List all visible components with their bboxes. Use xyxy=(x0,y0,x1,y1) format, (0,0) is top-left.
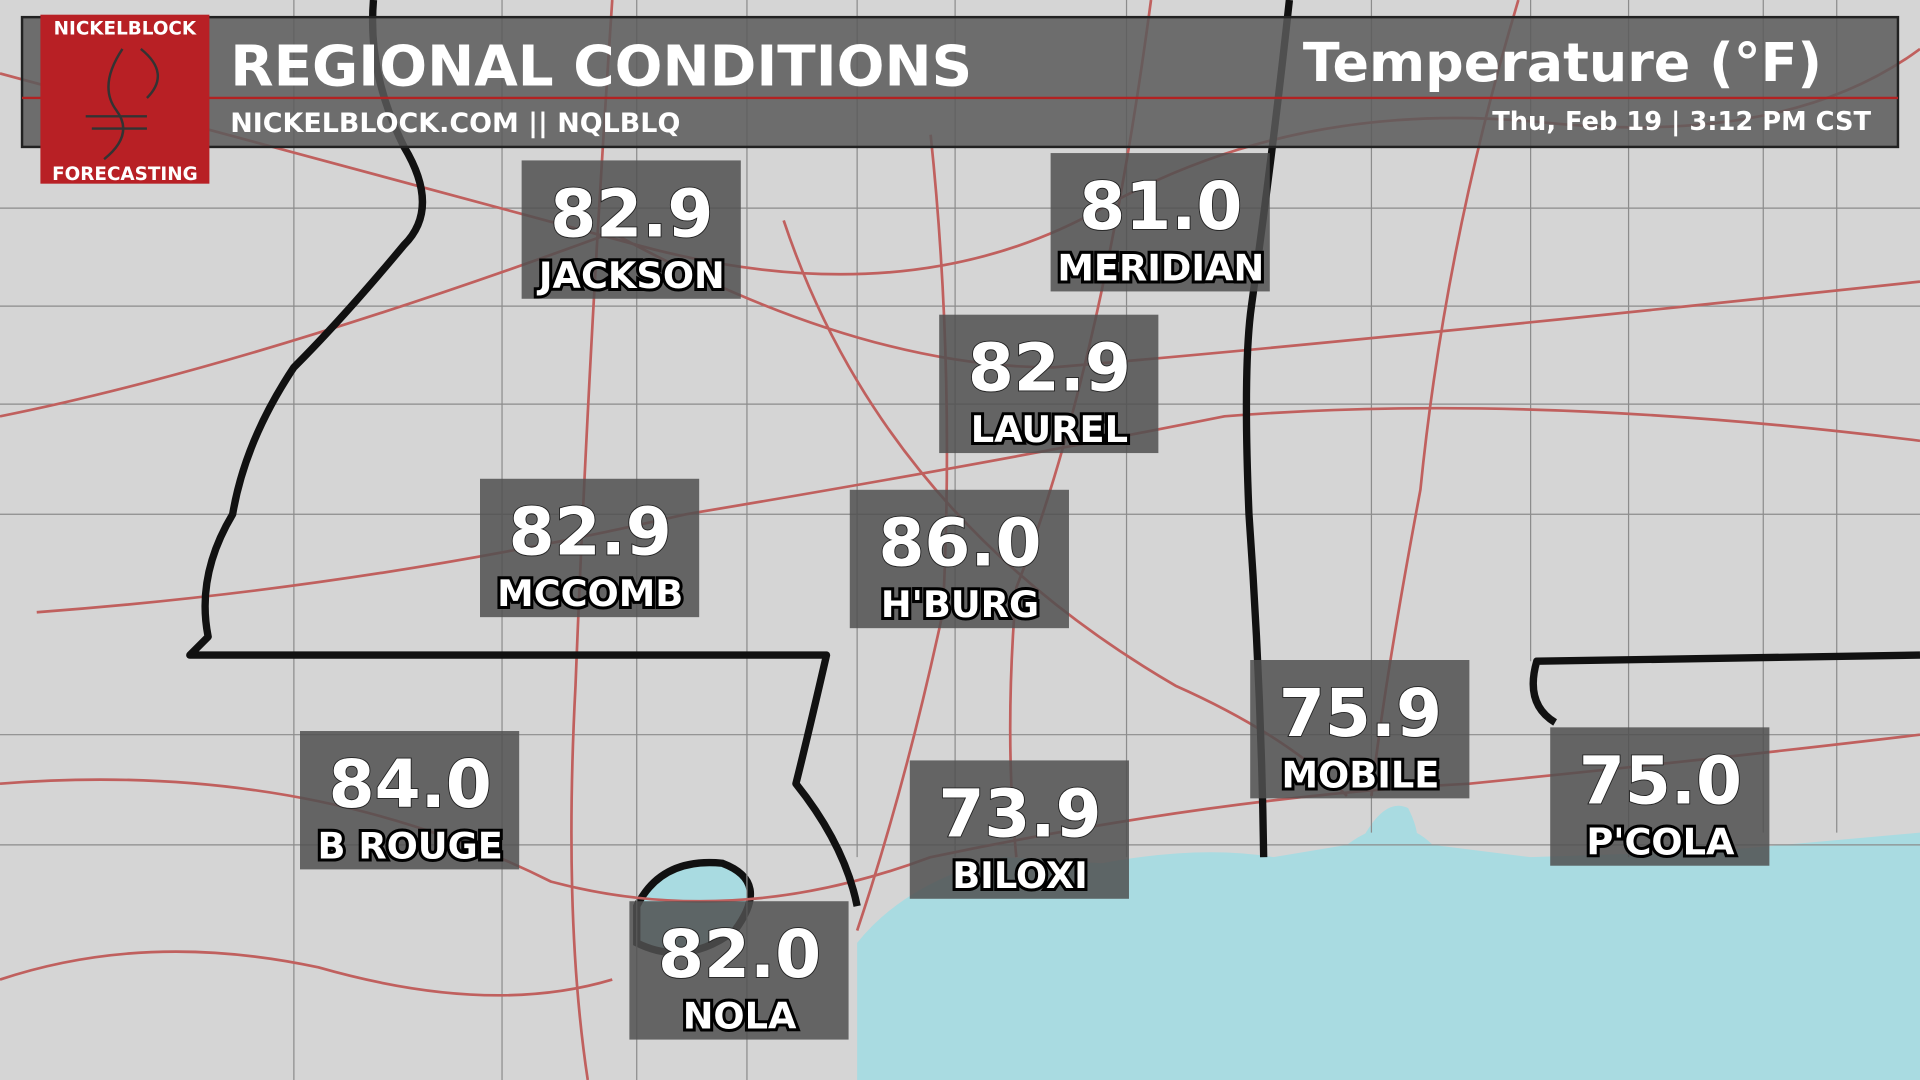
station-value: 82.9 xyxy=(968,330,1131,407)
header-subtitle: NICKELBLOCK.COM || NQLBLQ xyxy=(230,108,680,139)
station-box xyxy=(849,489,1069,629)
station-name: MERIDIAN xyxy=(1057,246,1264,289)
station-name: NOLA xyxy=(683,995,797,1038)
station-name: JACKSON xyxy=(536,254,725,297)
logo-mark xyxy=(85,48,160,161)
station-box xyxy=(629,901,849,1040)
header-parameter: Temperature (°F) xyxy=(1303,31,1822,94)
station-value: 84.0 xyxy=(329,746,492,823)
station-value: 75.0 xyxy=(1579,742,1742,819)
station-value: 82.9 xyxy=(550,175,713,252)
header-title: REGIONAL CONDITIONS xyxy=(230,35,972,100)
station-value: 82.0 xyxy=(658,916,821,993)
station-box xyxy=(521,160,741,299)
logo-top: NICKELBLOCK xyxy=(54,18,197,39)
station-name: BILOXI xyxy=(952,854,1088,897)
stations: 82.9JACKSON81.0MERIDIAN82.9LAUREL82.9MCC… xyxy=(300,153,1770,1041)
station-value: 73.9 xyxy=(938,775,1101,852)
station-name: MOBILE xyxy=(1281,753,1439,796)
station-name: LAUREL xyxy=(971,408,1128,451)
station-name: B ROUGE xyxy=(318,824,503,867)
header-bar xyxy=(20,15,1900,149)
station-name: P'COLA xyxy=(1586,821,1735,864)
station-box xyxy=(480,478,700,618)
station-box xyxy=(1050,153,1270,292)
station-value: 86.0 xyxy=(878,505,1041,582)
logo-box xyxy=(40,14,210,184)
station-name: H'BURG xyxy=(881,583,1039,626)
station-box xyxy=(300,731,520,870)
station-box xyxy=(909,760,1129,899)
logo-bottom: FORECASTING xyxy=(52,164,198,185)
station-box xyxy=(1250,660,1470,799)
station-value: 81.0 xyxy=(1079,168,1242,245)
station-box xyxy=(1550,727,1770,866)
station-name: MCCOMB xyxy=(497,572,683,615)
station-value: 82.9 xyxy=(509,494,672,571)
station-box xyxy=(939,314,1159,454)
header-timestamp: Thu, Feb 19 | 3:12 PM CST xyxy=(1492,107,1871,137)
station-value: 75.9 xyxy=(1279,675,1442,752)
